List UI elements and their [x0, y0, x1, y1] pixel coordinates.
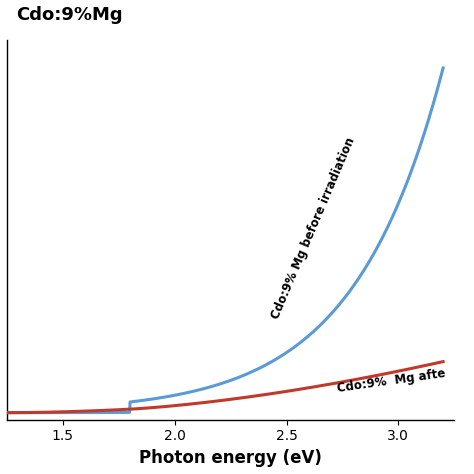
- Text: Cdo:9% Mg before irradiation: Cdo:9% Mg before irradiation: [269, 135, 358, 321]
- Text: Cdo:9%Mg: Cdo:9%Mg: [16, 6, 122, 24]
- Text: Cdo:9%  Mg afte: Cdo:9% Mg afte: [336, 367, 446, 395]
- X-axis label: Photon energy (eV): Photon energy (eV): [139, 449, 322, 467]
